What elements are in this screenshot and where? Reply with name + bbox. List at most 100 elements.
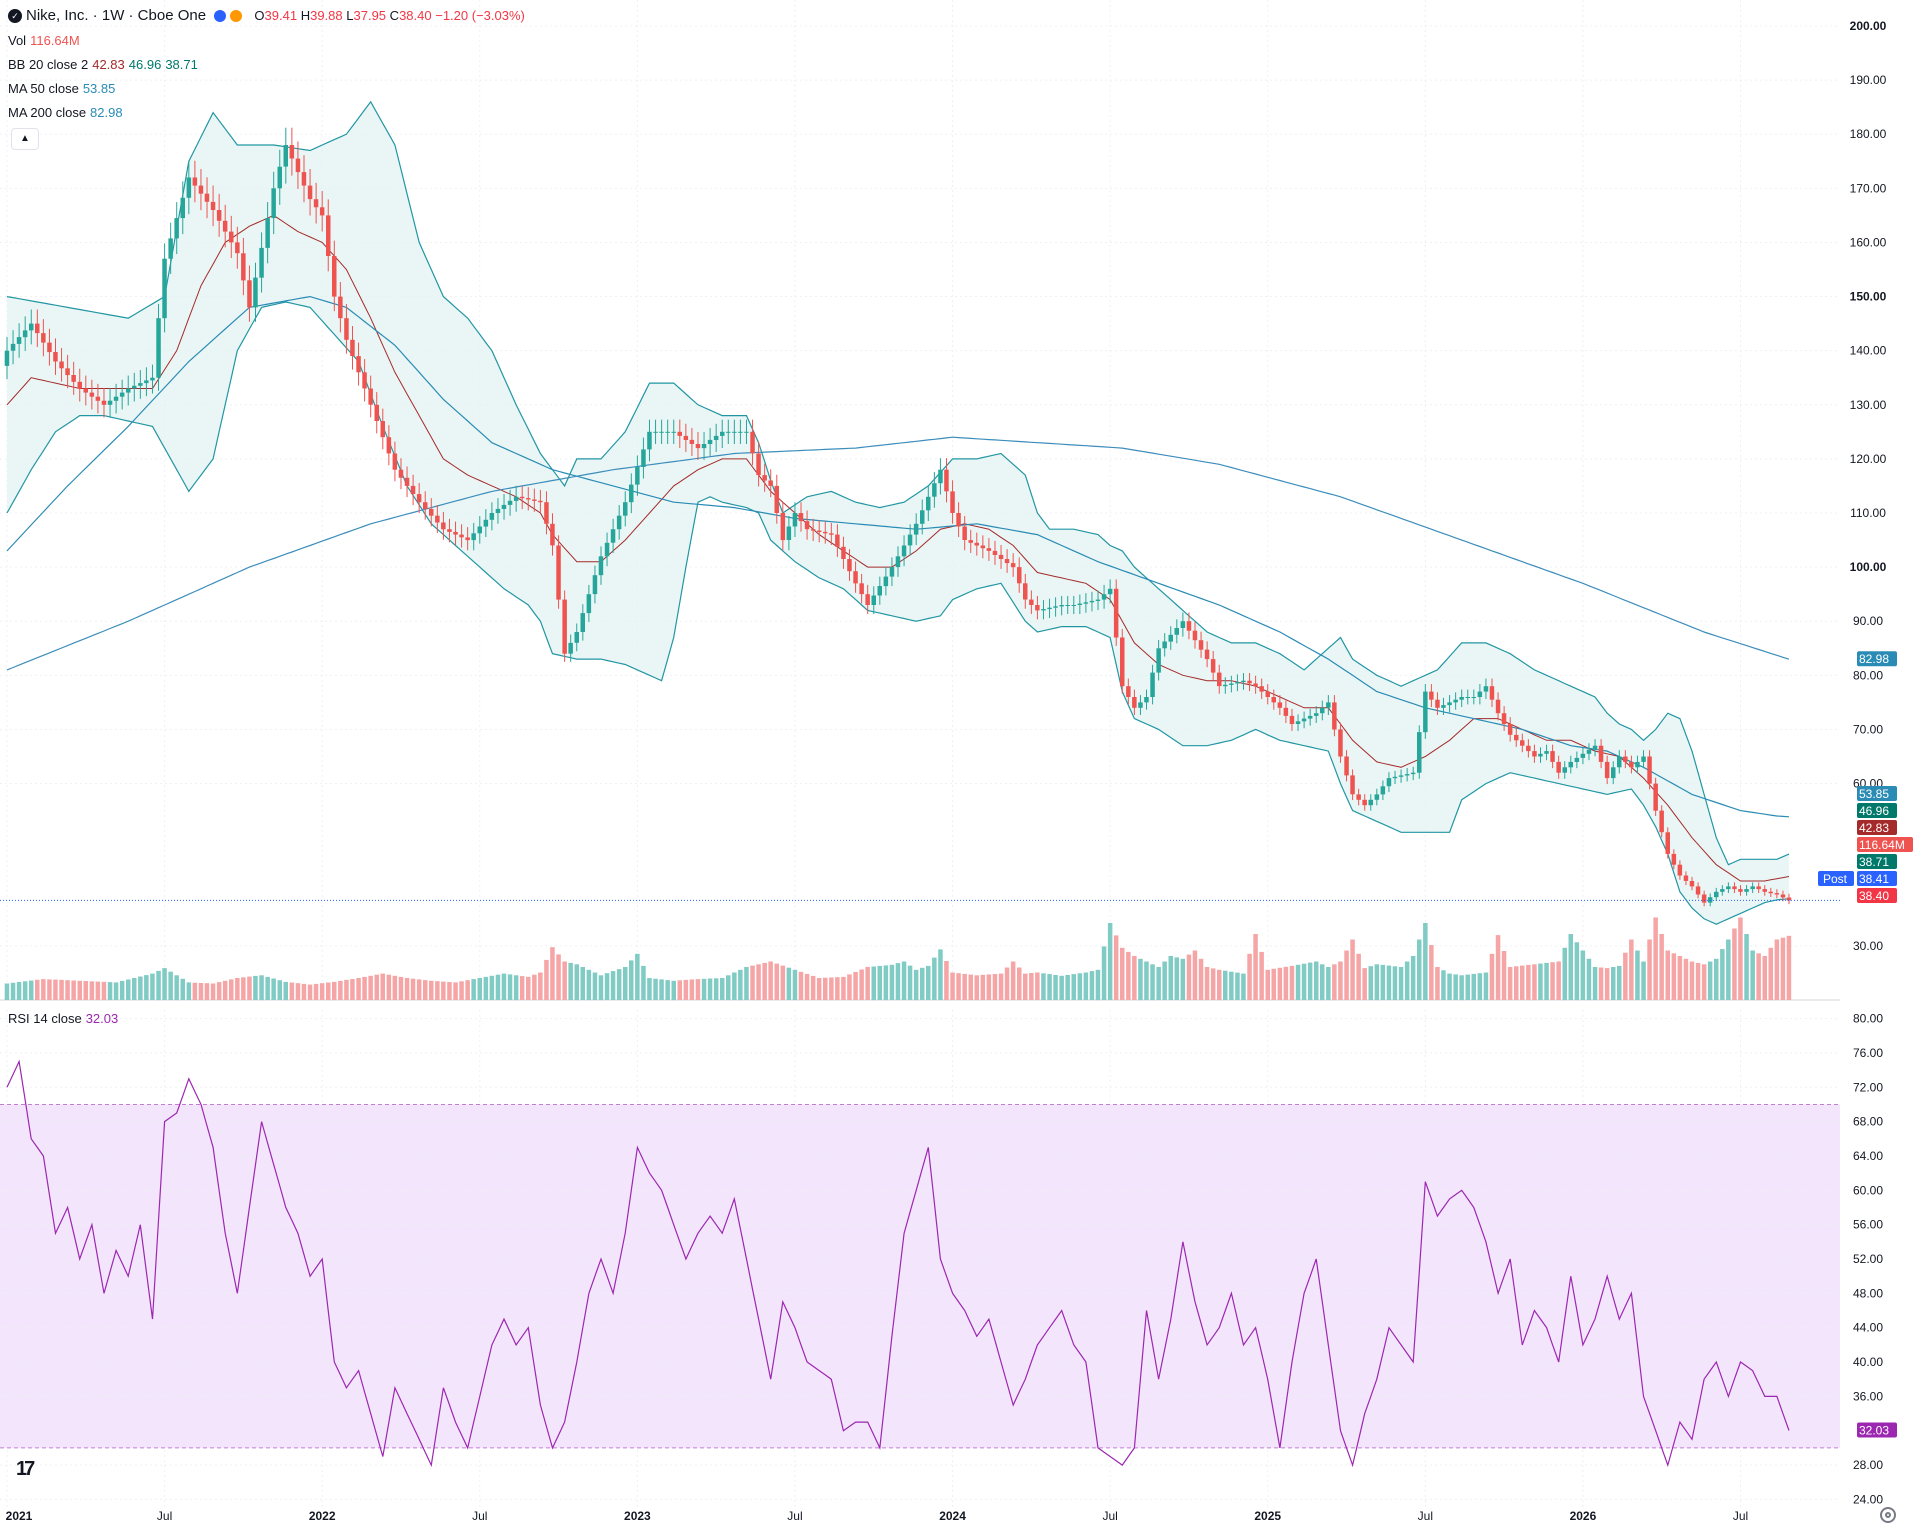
- candle-body: [489, 513, 495, 520]
- volume-bar: [519, 976, 525, 1000]
- volume-bar: [326, 982, 331, 1000]
- price-tick-label: 180.00: [1850, 127, 1887, 141]
- price-tick-label: 140.00: [1850, 344, 1887, 358]
- candle-body: [756, 453, 761, 476]
- candle-body: [610, 529, 616, 543]
- volume-bar: [107, 982, 113, 1000]
- candle-body: [920, 510, 925, 524]
- candle-body: [926, 496, 931, 511]
- candle-body: [629, 484, 634, 503]
- legend-bollinger[interactable]: BB 20 close 2 42.83 46.96 38.71: [8, 57, 198, 72]
- candle-body: [126, 388, 131, 393]
- volume-bar: [1338, 961, 1343, 1000]
- candle-body: [35, 323, 40, 334]
- volume-bar: [1301, 963, 1307, 1000]
- bb-upper-line: [6, 100, 1790, 866]
- candle-body: [150, 377, 155, 381]
- volume-bar: [774, 963, 779, 1000]
- symbol-title[interactable]: Nike, Inc. · 1W · Cboe One: [26, 7, 207, 24]
- volume-bar: [265, 976, 270, 1000]
- price-tag-label: 38.71: [1859, 855, 1889, 869]
- price-tag-bg: [1857, 888, 1897, 903]
- volume-bar: [1404, 961, 1410, 1000]
- candle-body: [392, 453, 398, 470]
- volume-bar: [1429, 945, 1434, 1000]
- low-value: 37.95: [353, 8, 387, 23]
- volume-bar: [1004, 967, 1010, 1000]
- volume-bar: [744, 967, 749, 1000]
- rsi-pane[interactable]: [0, 1018, 1840, 1500]
- candle-body: [1417, 732, 1422, 773]
- volume-bar: [1744, 934, 1749, 1000]
- volume-bar: [186, 982, 192, 1000]
- volume-bar: [1010, 961, 1016, 1000]
- volume-bar: [1507, 967, 1513, 1000]
- volume-bar: [350, 979, 355, 1000]
- legend-ma50[interactable]: MA 50 close 53.85: [8, 81, 116, 96]
- volume-bar: [1138, 958, 1143, 1001]
- volume-bar: [441, 981, 446, 1000]
- candle-body: [4, 350, 10, 366]
- candle-body: [1204, 649, 1210, 660]
- candle-body: [1253, 683, 1258, 687]
- price-tag-label: 46.96: [1859, 804, 1889, 818]
- candle-body: [1053, 606, 1058, 608]
- candle-body: [871, 595, 876, 605]
- candle-body: [1538, 753, 1543, 757]
- candle-body: [598, 556, 604, 576]
- candle-body: [1283, 707, 1289, 716]
- volume-bar: [447, 982, 452, 1000]
- close-value: 38.40: [399, 8, 432, 23]
- volume-bar: [1035, 972, 1040, 1000]
- volume-bar: [1320, 964, 1325, 1001]
- candle-body: [1641, 756, 1646, 762]
- volume-bar: [580, 967, 585, 1000]
- volume-bar: [1392, 966, 1398, 1000]
- volume-bar: [1550, 962, 1555, 1000]
- candle-body: [616, 515, 622, 530]
- volume-bar: [1344, 950, 1349, 1000]
- volume-bar: [847, 974, 852, 1000]
- volume-bar: [1714, 958, 1719, 1001]
- candle-body: [465, 537, 470, 541]
- candle-body: [47, 342, 52, 353]
- candle-body: [1289, 715, 1295, 724]
- candlesticks[interactable]: [0, 127, 1840, 907]
- volume-bar: [920, 967, 925, 1000]
- legend-volume[interactable]: Vol 116.64M: [8, 33, 80, 48]
- candle-body: [180, 197, 185, 219]
- settings-gear-icon[interactable]: [1880, 1507, 1896, 1523]
- legend-rsi[interactable]: RSI 14 close 32.03: [8, 1011, 119, 1026]
- delayed-data-icon[interactable]: [230, 10, 243, 23]
- candle-body: [1598, 745, 1604, 762]
- candle-body: [186, 177, 192, 198]
- candle-body: [1532, 751, 1537, 757]
- candle-body: [962, 526, 967, 540]
- candle-body: [222, 220, 228, 232]
- legend-ma200[interactable]: MA 200 close 82.98: [8, 105, 123, 120]
- candle-body: [144, 380, 149, 384]
- candle-body: [550, 523, 555, 546]
- rsi-tick-label: 48.00: [1853, 1286, 1883, 1300]
- tradingview-logo-icon[interactable]: 17: [16, 1458, 35, 1480]
- post-tag-label: Post: [1823, 872, 1848, 886]
- time-tick-label: 2022: [309, 1509, 336, 1523]
- candle-body: [174, 218, 179, 239]
- price-tag-bg: [1857, 786, 1897, 801]
- volume-bar: [1283, 966, 1289, 1000]
- market-status-icon[interactable]: [214, 10, 227, 23]
- candle-body: [283, 145, 288, 167]
- candle-body: [726, 431, 731, 433]
- volume-bar: [1526, 964, 1531, 1000]
- time-tick-label: 2021: [6, 1509, 33, 1523]
- volume-bar: [132, 978, 137, 1000]
- price-tick-label: 120.00: [1850, 452, 1887, 466]
- price-tick-label: 170.00: [1850, 181, 1887, 195]
- candle-body: [1041, 609, 1046, 611]
- volume-bar: [247, 976, 252, 1000]
- volume-bar: [726, 975, 731, 1001]
- volume-bar: [750, 965, 755, 1000]
- volume-bar: [471, 979, 476, 1000]
- collapse-legend-button[interactable]: ▲: [11, 128, 39, 150]
